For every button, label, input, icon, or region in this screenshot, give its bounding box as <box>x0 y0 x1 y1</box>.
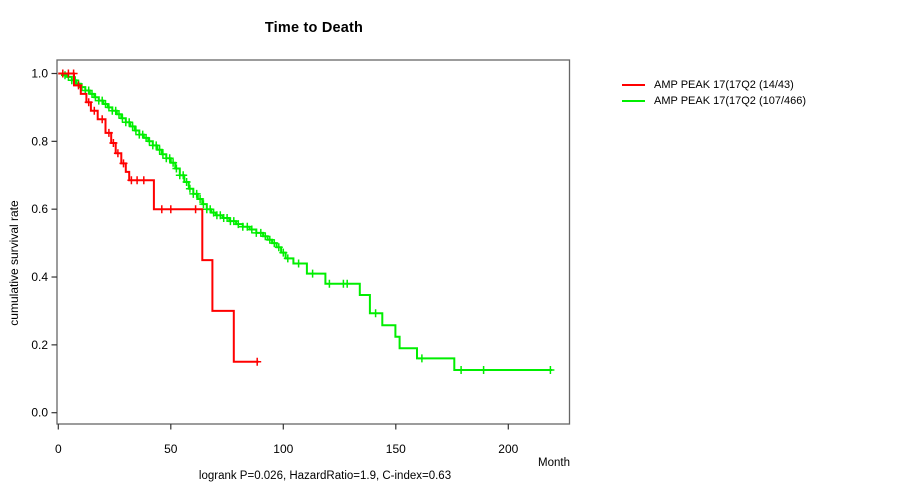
stats-caption: logrank P=0.026, HazardRatio=1.9, C-inde… <box>198 470 452 482</box>
legend-item-group1: AMP PEAK 17(17Q2 (14/43) <box>622 78 806 92</box>
legend-line-green-icon <box>622 100 645 102</box>
chart-title: Time to Death <box>264 20 364 36</box>
y-tick-label: 0.4 <box>31 270 48 284</box>
legend-label-group1: AMP PEAK 17(17Q2 (14/43) <box>654 79 794 91</box>
y-tick-label: 0.2 <box>31 338 48 352</box>
y-tick-label: 0.0 <box>31 406 48 420</box>
censor-marks-red <box>58 69 262 366</box>
censor-marks-green <box>61 71 555 374</box>
y-axis-title: cumulative survival rate <box>7 200 21 326</box>
plot-frame <box>56 59 571 425</box>
legend-item-group2: AMP PEAK 17(17Q2 (107/466) <box>622 94 806 108</box>
survival-curve-green <box>58 72 553 371</box>
legend: AMP PEAK 17(17Q2 (14/43) AMP PEAK 17(17Q… <box>622 78 806 108</box>
legend-label-group2: AMP PEAK 17(17Q2 (107/466) <box>654 95 807 107</box>
x-tick-label: 200 <box>498 442 518 456</box>
x-tick-label: 50 <box>164 442 178 456</box>
x-axis-title: Month <box>538 457 570 469</box>
x-tick-label: 0 <box>55 442 62 456</box>
x-tick-label: 150 <box>386 442 406 456</box>
y-tick-label: 0.6 <box>31 202 48 216</box>
y-tick-label: 1.0 <box>31 67 48 81</box>
x-tick-label: 100 <box>273 442 293 456</box>
y-tick-label: 0.8 <box>31 134 48 148</box>
survival-curve-red <box>58 72 259 363</box>
legend-line-red-icon <box>622 84 645 86</box>
